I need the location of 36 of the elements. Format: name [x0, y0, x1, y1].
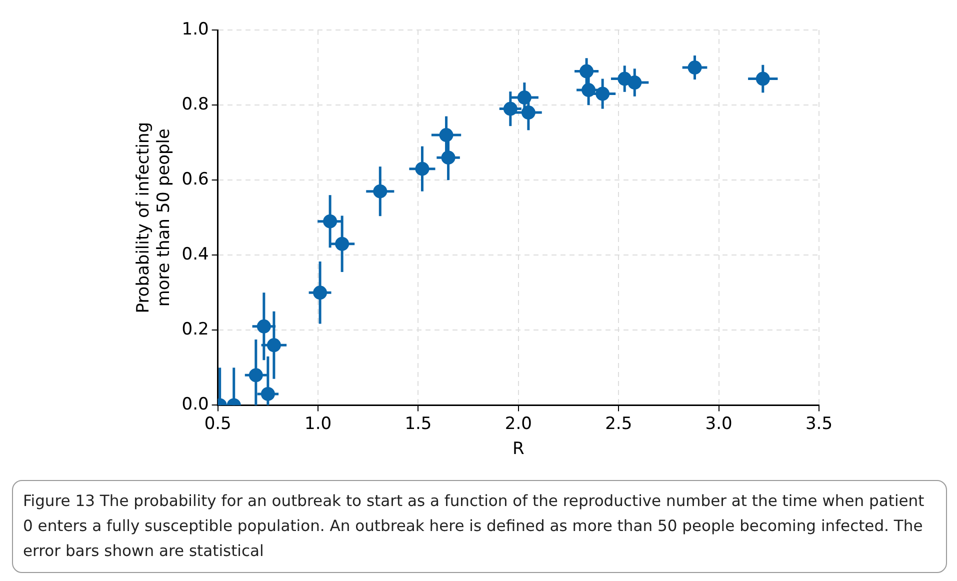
point: [313, 286, 328, 300]
y-tick-label: 0.0: [182, 394, 209, 415]
point: [441, 150, 456, 165]
point: [256, 319, 271, 334]
point: [628, 76, 642, 90]
point: [503, 102, 518, 116]
point: [373, 184, 388, 198]
x-tick-label: 2.5: [605, 414, 632, 434]
point: [439, 128, 454, 142]
y-tick-label: 1.0: [182, 19, 209, 40]
x-axis-title: R: [512, 439, 525, 460]
point: [415, 162, 430, 176]
point: [335, 236, 350, 251]
y-tick-label: 0.6: [182, 170, 209, 190]
y-tick-label: 0.8: [182, 94, 209, 114]
point: [596, 86, 610, 101]
point: [521, 106, 536, 120]
point: [266, 338, 281, 352]
point: [582, 83, 596, 98]
x-tick-label: 1.5: [404, 414, 432, 434]
x-tick-label: 0.5: [204, 414, 232, 434]
point: [260, 386, 275, 401]
point: [756, 72, 770, 86]
x-tick-label: 3.0: [705, 414, 732, 434]
point: [517, 90, 532, 105]
x-tick-label: 1.0: [304, 414, 332, 434]
point: [688, 60, 702, 75]
caption: Figure 13 The probability for an outbreak to start as a function of the reproductive number at the time when patient 0 enters a fully susceptible population. An outbreak here is defined as more than 50 people becoming infected. The error bars shown are statistical: [12, 480, 947, 573]
x-tick-label: 2.0: [504, 414, 532, 434]
y-tick-label: 0.4: [182, 244, 209, 265]
point: [248, 368, 263, 382]
x-tick-label: 3.5: [805, 414, 833, 434]
y-axis-title: Probability of infecting more than 50 people: [134, 122, 174, 314]
y-tick-label: 0.2: [182, 320, 209, 340]
point: [580, 64, 594, 78]
point: [323, 214, 338, 228]
